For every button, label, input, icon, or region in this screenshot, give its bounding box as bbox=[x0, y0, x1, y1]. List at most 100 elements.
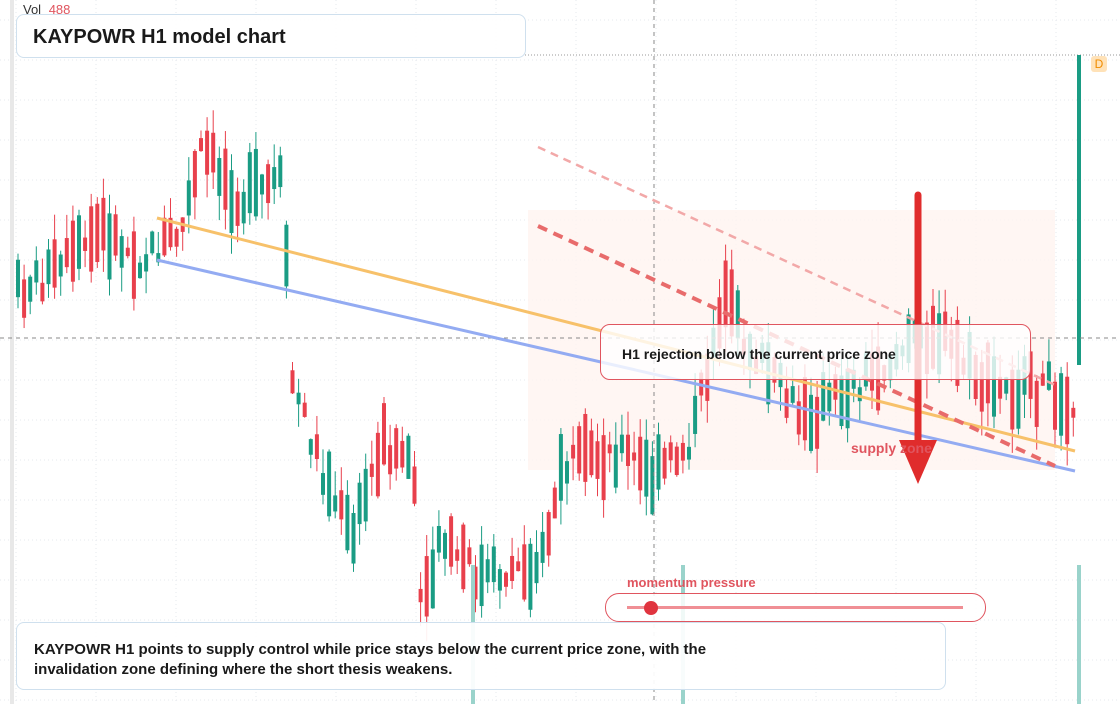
candle-body bbox=[1059, 373, 1064, 436]
candle-body bbox=[424, 556, 429, 617]
candle-body bbox=[449, 516, 454, 567]
candle-body bbox=[144, 254, 149, 272]
title-box: KAYPOWR H1 model chart bbox=[16, 14, 526, 58]
rejection-callout: H1 rejection below the current price zon… bbox=[600, 324, 1031, 380]
candle-body bbox=[89, 206, 94, 272]
candle-body bbox=[510, 555, 515, 581]
candle-body bbox=[857, 387, 862, 402]
candle-body bbox=[186, 180, 191, 216]
candle-body bbox=[1071, 407, 1076, 418]
candle-body bbox=[64, 238, 69, 268]
candle-body bbox=[821, 372, 826, 421]
candle-body bbox=[815, 396, 820, 449]
candle-body bbox=[1065, 376, 1070, 445]
candle-body bbox=[565, 461, 569, 484]
candle-body bbox=[95, 203, 100, 263]
candle-body bbox=[77, 215, 81, 269]
slider-track bbox=[627, 606, 963, 609]
candle-body bbox=[790, 386, 795, 403]
candle-body bbox=[113, 214, 118, 256]
candle-body bbox=[253, 148, 258, 217]
candle-body bbox=[266, 164, 271, 204]
candle-body bbox=[28, 276, 33, 302]
candle-body bbox=[845, 368, 850, 429]
channel-dash bbox=[537, 224, 1056, 468]
candle-body bbox=[491, 546, 496, 583]
vol-label: Vol bbox=[23, 2, 42, 17]
candle-body bbox=[717, 297, 722, 349]
candle-body bbox=[205, 130, 210, 175]
candle-body bbox=[382, 403, 386, 465]
chart-title: KAYPOWR H1 model chart bbox=[33, 26, 286, 48]
slider-knob bbox=[644, 601, 658, 615]
candle-body bbox=[479, 544, 484, 607]
candle-body bbox=[461, 524, 466, 590]
candle-body bbox=[632, 452, 637, 461]
channel-dash-light bbox=[537, 145, 1056, 387]
candle-body bbox=[40, 282, 45, 302]
candle-body bbox=[400, 440, 405, 468]
candle-body bbox=[430, 549, 435, 609]
candle-body bbox=[485, 559, 490, 583]
candle-body bbox=[351, 513, 356, 564]
candle-body bbox=[693, 395, 698, 434]
candle-body bbox=[314, 434, 319, 460]
candle-body bbox=[979, 362, 984, 412]
candle-body bbox=[284, 224, 289, 287]
candle-body bbox=[583, 413, 588, 482]
candle-body bbox=[1040, 373, 1045, 386]
candle-body bbox=[278, 155, 283, 188]
candle-body bbox=[729, 269, 734, 337]
candle-body bbox=[125, 247, 130, 257]
candle-body bbox=[260, 174, 264, 195]
candle-body bbox=[1034, 380, 1039, 427]
candle-body bbox=[241, 191, 246, 224]
rejection-text: H1 rejection below the current price zon… bbox=[622, 346, 896, 362]
candle-body bbox=[443, 532, 447, 559]
candle-body bbox=[436, 525, 441, 553]
candle-body bbox=[687, 446, 691, 460]
candle-body bbox=[662, 447, 667, 479]
candle-body bbox=[321, 473, 325, 495]
momentum-label: momentum pressure bbox=[627, 575, 756, 590]
candle-body bbox=[809, 394, 813, 451]
candle-body bbox=[1010, 369, 1015, 430]
footer-text: KAYPOWR H1 points to supply control whil… bbox=[34, 641, 707, 678]
vol-value: 488 bbox=[48, 2, 71, 17]
volume-bar bbox=[1077, 565, 1081, 704]
candle-body bbox=[16, 259, 20, 298]
candle-body bbox=[162, 217, 167, 256]
candle-body bbox=[619, 434, 624, 454]
candle-body bbox=[577, 426, 582, 474]
candle-body bbox=[235, 191, 240, 226]
candle-body bbox=[1046, 361, 1051, 390]
candle-body bbox=[168, 217, 173, 248]
candle-body bbox=[552, 487, 557, 519]
candle-body bbox=[394, 428, 399, 469]
candle-body bbox=[516, 561, 521, 572]
candle-body bbox=[1053, 381, 1057, 430]
candle-body bbox=[558, 434, 563, 501]
candle-body bbox=[674, 446, 679, 476]
candle-body bbox=[339, 490, 344, 520]
candle-body bbox=[540, 531, 545, 563]
candle-body bbox=[1077, 55, 1081, 365]
candle-body bbox=[302, 402, 307, 417]
candle-body bbox=[827, 382, 832, 412]
candle-body bbox=[1004, 377, 1009, 394]
candle-body bbox=[528, 543, 533, 610]
candle-body bbox=[363, 468, 368, 522]
arrow-head bbox=[899, 440, 937, 484]
candle-body bbox=[1016, 369, 1021, 429]
candle-body bbox=[22, 279, 27, 318]
candle-body bbox=[107, 213, 112, 280]
candle-body bbox=[833, 374, 838, 400]
candle-body bbox=[138, 262, 142, 279]
candle-body bbox=[272, 167, 277, 190]
candle-body bbox=[473, 566, 478, 600]
candle-body bbox=[131, 231, 136, 299]
candle-body bbox=[992, 356, 996, 417]
candle-body bbox=[546, 512, 551, 556]
candle-body bbox=[723, 260, 728, 328]
